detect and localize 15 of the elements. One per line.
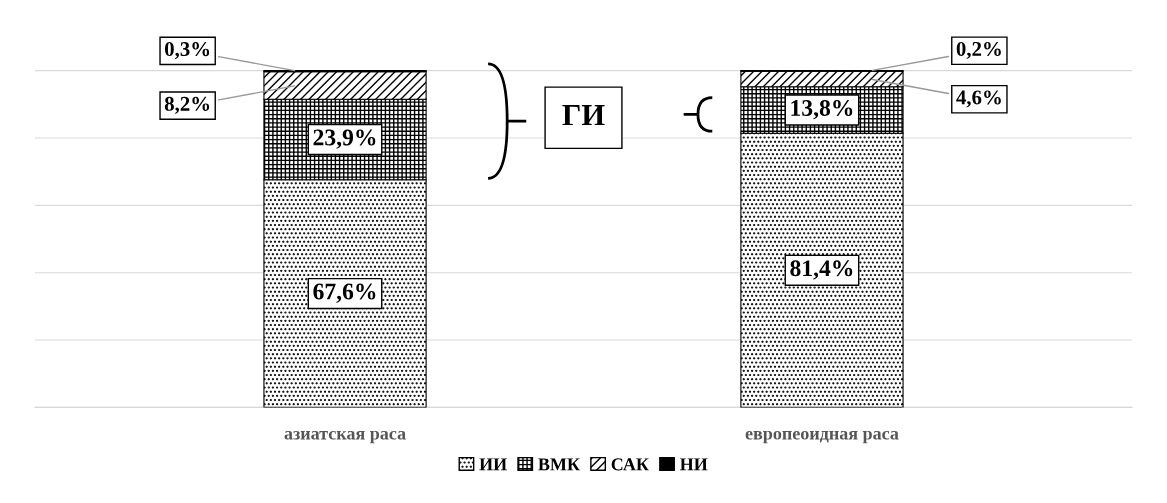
data-label: 13,8% bbox=[791, 99, 853, 120]
data-label: 81,4% bbox=[790, 260, 853, 280]
legend-label: НИ bbox=[680, 458, 708, 471]
data-label: 0,2% bbox=[956, 41, 1001, 59]
data-label: 67,6% bbox=[313, 283, 376, 303]
annotation: ГИ bbox=[562, 105, 605, 126]
legend-label: ИИ bbox=[479, 458, 507, 471]
x-tick-label: европеоидная раса bbox=[745, 430, 899, 444]
data-label: 23,9% bbox=[313, 129, 376, 149]
x-tick-label: азиатская раса bbox=[284, 430, 406, 444]
legend-label: САК bbox=[611, 458, 649, 471]
legend-label: ВМК bbox=[538, 458, 580, 471]
data-label: 4,6% bbox=[956, 90, 1001, 108]
data-label: 8,2% bbox=[164, 96, 210, 114]
data-label: 0,3% bbox=[164, 42, 210, 60]
